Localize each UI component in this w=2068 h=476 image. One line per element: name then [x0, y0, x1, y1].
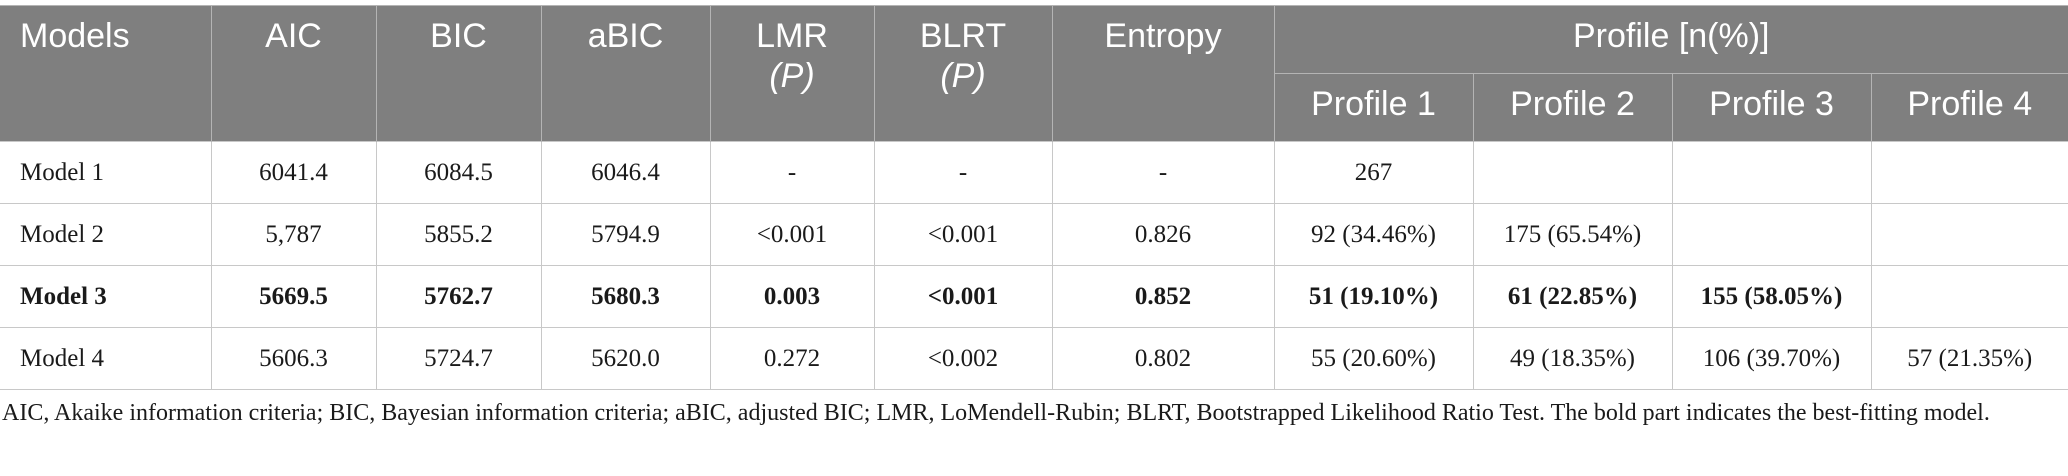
table-row-best-fit: Model 3 5669.5 5762.7 5680.3 0.003 <0.00…: [0, 265, 2068, 328]
header-profile-3: Profile 3: [1671, 73, 1871, 142]
cell-model: Model 3: [0, 265, 212, 328]
cell-lmr: 0.003: [709, 265, 875, 328]
cell-profile-4: [1870, 141, 2068, 204]
table-row: Model 2 5,787 5855.2 5794.9 <0.001 <0.00…: [0, 203, 2068, 266]
cell-bic: 5855.2: [375, 203, 542, 266]
cell-bic: 5724.7: [375, 327, 542, 390]
header-bic: BIC: [375, 5, 541, 142]
cell-entropy: 0.802: [1051, 327, 1275, 390]
header-profile-1: Profile 1: [1273, 73, 1473, 142]
cell-profile-1: 267: [1273, 141, 1474, 204]
cell-aic: 6041.4: [210, 141, 377, 204]
cell-profile-1: 55 (20.60%): [1273, 327, 1474, 390]
header-lmr-label: LMR: [756, 17, 828, 55]
cell-profile-2: 49 (18.35%): [1472, 327, 1673, 390]
cell-abic: 5794.9: [540, 203, 711, 266]
cell-blrt: <0.001: [873, 203, 1053, 266]
table-header: Models AIC BIC aBIC LMR (P) BLRT (P) Ent…: [0, 5, 2068, 142]
cell-blrt: <0.001: [873, 265, 1053, 328]
header-profile-4: Profile 4: [1870, 73, 2068, 142]
table-row: Model 4 5606.3 5724.7 5620.0 0.272 <0.00…: [0, 327, 2068, 390]
cell-profile-3: 155 (58.05%): [1671, 265, 1872, 328]
cell-lmr: -: [709, 141, 875, 204]
header-blrt: BLRT (P): [873, 5, 1052, 142]
cell-profile-3: 106 (39.70%): [1671, 327, 1872, 390]
header-profile-2: Profile 2: [1472, 73, 1672, 142]
cell-blrt: <0.002: [873, 327, 1053, 390]
header-blrt-p: (P): [940, 57, 986, 95]
cell-profile-2: 175 (65.54%): [1472, 203, 1673, 266]
table-row: Model 1 6041.4 6084.5 6046.4 - - - 267: [0, 141, 2068, 204]
cell-profile-4: [1870, 265, 2068, 328]
cell-abic: 5680.3: [540, 265, 711, 328]
cell-aic: 5669.5: [210, 265, 377, 328]
cell-profile-2: [1472, 141, 1673, 204]
header-lmr-p: (P): [769, 57, 815, 95]
cell-lmr: <0.001: [709, 203, 875, 266]
header-entropy: Entropy: [1051, 5, 1274, 142]
cell-entropy: -: [1051, 141, 1275, 204]
table-body: Model 1 6041.4 6084.5 6046.4 - - - 267 M…: [0, 141, 2068, 390]
cell-abic: 6046.4: [540, 141, 711, 204]
cell-abic: 5620.0: [540, 327, 711, 390]
cell-bic: 6084.5: [375, 141, 542, 204]
cell-bic: 5762.7: [375, 265, 542, 328]
cell-profile-3: [1671, 203, 1872, 266]
cell-aic: 5,787: [210, 203, 377, 266]
cell-model: Model 1: [0, 141, 212, 204]
model-fit-table-container: Models AIC BIC aBIC LMR (P) BLRT (P) Ent…: [0, 5, 2068, 390]
cell-profile-3: [1671, 141, 1872, 204]
cell-entropy: 0.852: [1051, 265, 1275, 328]
header-lmr: LMR (P): [709, 5, 874, 142]
cell-profile-4: [1870, 203, 2068, 266]
header-row-2: Profile 1 Profile 2 Profile 3 Profile 4: [0, 73, 2068, 142]
header-blrt-label: BLRT: [919, 17, 1007, 55]
model-fit-table: Models AIC BIC aBIC LMR (P) BLRT (P) Ent…: [0, 5, 2068, 390]
cell-lmr: 0.272: [709, 327, 875, 390]
cell-entropy: 0.826: [1051, 203, 1275, 266]
cell-profile-4: 57 (21.35%): [1870, 327, 2068, 390]
cell-blrt: -: [873, 141, 1053, 204]
cell-model: Model 2: [0, 203, 212, 266]
cell-profile-1: 51 (19.10%): [1273, 265, 1474, 328]
header-abic: aBIC: [540, 5, 710, 142]
header-profile-group: Profile [n(%)]: [1273, 5, 2068, 74]
cell-profile-2: 61 (22.85%): [1472, 265, 1673, 328]
header-row-1: Models AIC BIC aBIC LMR (P) BLRT (P) Ent…: [0, 5, 2068, 142]
cell-model: Model 4: [0, 327, 212, 390]
cell-aic: 5606.3: [210, 327, 377, 390]
cell-profile-1: 92 (34.46%): [1273, 203, 1474, 266]
table-footnote: AIC, Akaike information criteria; BIC, B…: [2, 400, 1990, 426]
header-models: Models: [0, 5, 211, 142]
header-aic: AIC: [210, 5, 376, 142]
